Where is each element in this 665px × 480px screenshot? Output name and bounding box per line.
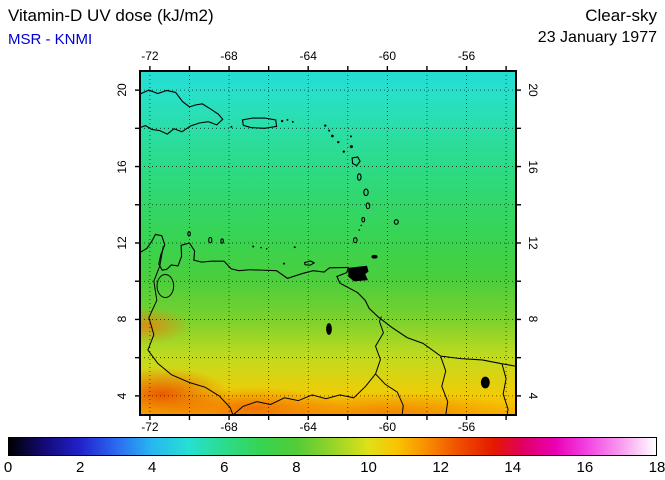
x-axis-label-bottom: -56 [457, 420, 476, 434]
lake-maracaibo [157, 275, 174, 298]
x-axis-label-bottom: -72 [141, 420, 159, 434]
border-guyana-suriname [441, 357, 448, 415]
coastline-south-america [140, 234, 516, 366]
colorbar-tick-label: 2 [75, 459, 85, 476]
y-axis-label-right: 12 [526, 236, 540, 250]
colorbar-tick-label: 4 [148, 459, 157, 476]
colorbar-tick-label: 0 [3, 459, 13, 476]
coastlines-layer [140, 71, 516, 415]
coastline-tobago [372, 255, 377, 258]
coastlines [140, 90, 516, 388]
country-borders [148, 246, 508, 415]
x-axis-label-bottom: -60 [378, 420, 397, 434]
coastline-trinidad [349, 266, 368, 281]
y-axis-label-left: 8 [115, 316, 129, 323]
colorbar-tick-label: 18 [648, 459, 665, 476]
coastline-curacao [209, 237, 212, 242]
page-title: Vitamin-D UV dose (kJ/m2) [8, 6, 214, 25]
border-colombia-venezuela [148, 246, 233, 415]
small-islands [230, 118, 363, 265]
y-axis-label-right: 8 [526, 316, 540, 323]
border-venezuela-brazil [233, 374, 375, 415]
coastline-st-vincent [362, 217, 365, 222]
y-axis-label-left: 12 [115, 236, 129, 250]
y-axis-label-right: 4 [526, 392, 540, 400]
x-axis-label-bottom: -64 [299, 420, 317, 434]
coastline-st-lucia [366, 203, 370, 209]
border-suriname-french-guiana [502, 364, 508, 415]
y-axis-label-left: 4 [115, 392, 129, 400]
source-label: MSR - KNMI [8, 31, 93, 48]
date-label: 23 January 1977 [537, 29, 657, 46]
colorbar-tick-label: 12 [432, 459, 449, 476]
coastline-dominica [357, 174, 361, 180]
coastline-guadeloupe [352, 157, 360, 166]
x-axis-label-top: -60 [378, 49, 397, 63]
coastline-puerto-rico [243, 118, 277, 128]
coastline-grenada [354, 238, 358, 243]
colorbar-tick-label: 16 [576, 459, 594, 476]
y-axis-label-left: 16 [115, 159, 129, 174]
x-axis-label-top: -68 [220, 49, 238, 63]
x-axis-label-bottom: -68 [220, 420, 238, 434]
y-axis-label-left: 20 [115, 83, 129, 97]
x-axis-label-top: -56 [457, 49, 476, 63]
colorbar [8, 437, 657, 456]
coastline-margarita [305, 261, 314, 265]
y-axis-label-right: 16 [526, 159, 540, 174]
guri-reservoir [327, 324, 332, 335]
coastline-barbados [394, 220, 398, 225]
border-venezuela-guyana [375, 317, 383, 374]
colorbar-tick-label: 14 [504, 459, 522, 476]
colorbar-tick-label: 8 [292, 459, 301, 476]
x-axis-label-top: -72 [141, 49, 159, 63]
x-axis-label-top: -64 [299, 49, 317, 63]
coastline-martinique [364, 189, 368, 195]
coastline-bonaire [221, 239, 223, 243]
colorbar-tick-label: 6 [220, 459, 229, 476]
map-grid-layer [135, 66, 521, 420]
y-axis-label-right: 20 [526, 83, 540, 97]
border-brazil-guyana [375, 374, 403, 415]
brokopondo-reservoir [481, 377, 489, 388]
sky-condition-label: Clear-sky [585, 6, 657, 25]
coastline-hispaniola [140, 90, 223, 134]
colorbar-tick-label: 10 [360, 459, 377, 476]
